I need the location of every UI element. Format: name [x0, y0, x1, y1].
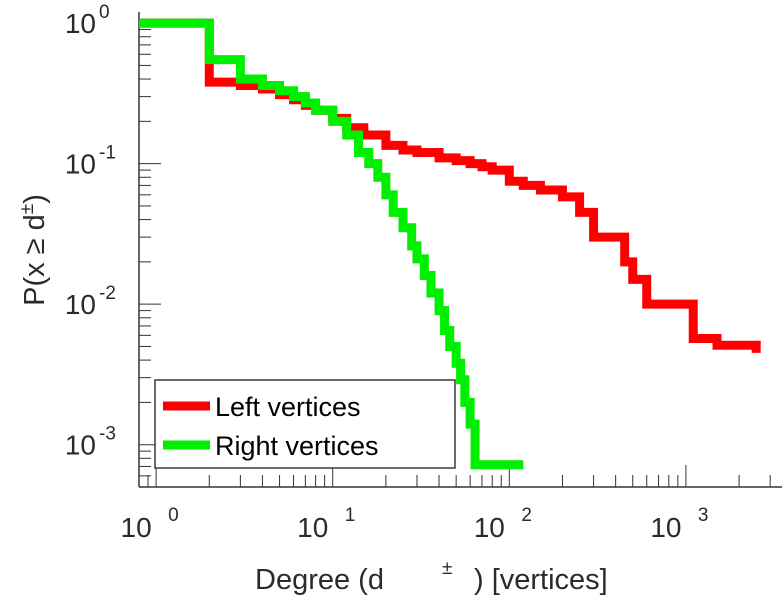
- x-tick-label-exponent: 2: [521, 505, 532, 526]
- legend-box: [154, 379, 456, 469]
- y-tick-label-exponent: -2: [99, 283, 116, 304]
- legend-label-right: Right vertices: [215, 431, 379, 461]
- x-axis-label: Degree (d ± ) [vertices]: [255, 558, 608, 596]
- svg-text:) [vertices]: ) [vertices]: [474, 564, 608, 596]
- y-axis-label: P(x ≥ d±): [17, 194, 51, 306]
- y-tick-label-exponent: -1: [99, 143, 116, 164]
- svg-text:±: ±: [442, 558, 452, 579]
- y-tick-label-exponent: -3: [99, 424, 116, 445]
- y-tick-label: 10: [65, 289, 96, 320]
- x-tick-label: 10: [121, 512, 152, 543]
- x-tick-label-exponent: 3: [698, 505, 709, 526]
- svg-text:Degree (d: Degree (d: [255, 564, 384, 596]
- series-left-vertices: [139, 18, 761, 353]
- series-layer: [139, 18, 761, 470]
- x-tick-label: 10: [297, 512, 328, 543]
- y-tick-label: 10: [65, 8, 96, 39]
- x-tick-label: 10: [650, 512, 681, 543]
- x-tick-label-exponent: 0: [168, 505, 179, 526]
- svg-text:P(x ≥ d±): P(x ≥ d±): [17, 194, 51, 306]
- y-tick-label: 10: [65, 430, 96, 461]
- x-tick-label-exponent: 1: [345, 505, 356, 526]
- legend-label-left: Left vertices: [215, 392, 361, 422]
- x-tick-label: 10: [474, 512, 505, 543]
- y-tick-label-exponent: 0: [99, 2, 110, 23]
- y-tick-label: 10: [65, 149, 96, 180]
- legend: Left vertices Right vertices: [154, 379, 456, 469]
- series-right-vertices: [139, 18, 524, 470]
